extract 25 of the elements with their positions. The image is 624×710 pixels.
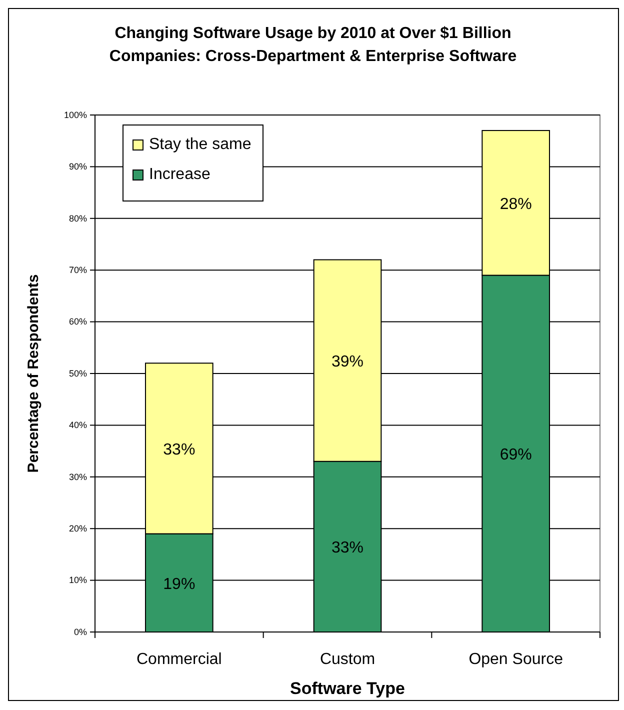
data-label: 39% (331, 354, 364, 371)
y-tick-label: 100% (64, 110, 87, 120)
chart-title: Changing Software Usage by 2010 at Over $1 Billion Companies: Cross-Department & Enterprise Software (109, 25, 517, 65)
y-tick-label: 40% (68, 420, 87, 430)
y-tick-label: 20% (68, 523, 87, 534)
y-tick-label: 10% (68, 575, 87, 586)
data-label: 33% (331, 540, 364, 557)
data-label: 28% (500, 196, 532, 213)
y-tick-label: 30% (68, 472, 87, 482)
x-axis-title: Software Type (290, 679, 405, 698)
x-tick-label: Open Source (468, 651, 564, 668)
data-label: 33% (163, 441, 196, 458)
y-tick-label: 60% (68, 316, 87, 327)
y-tick-label: 80% (68, 213, 87, 224)
y-tick-label: 90% (68, 162, 87, 172)
y-tick-label: 50% (68, 368, 87, 378)
legend-label: Increase (149, 166, 210, 183)
legend-label: Stay the same (149, 136, 252, 153)
data-label: 19% (163, 576, 196, 593)
x-tick-label: Custom (320, 651, 376, 668)
y-tick-label: 0% (74, 626, 87, 637)
x-tick-label: Commercial (136, 651, 222, 668)
y-tick-label: 70% (68, 264, 87, 275)
y-axis-title: Percentage of Respondents (25, 274, 42, 473)
data-label: 69% (500, 446, 532, 464)
